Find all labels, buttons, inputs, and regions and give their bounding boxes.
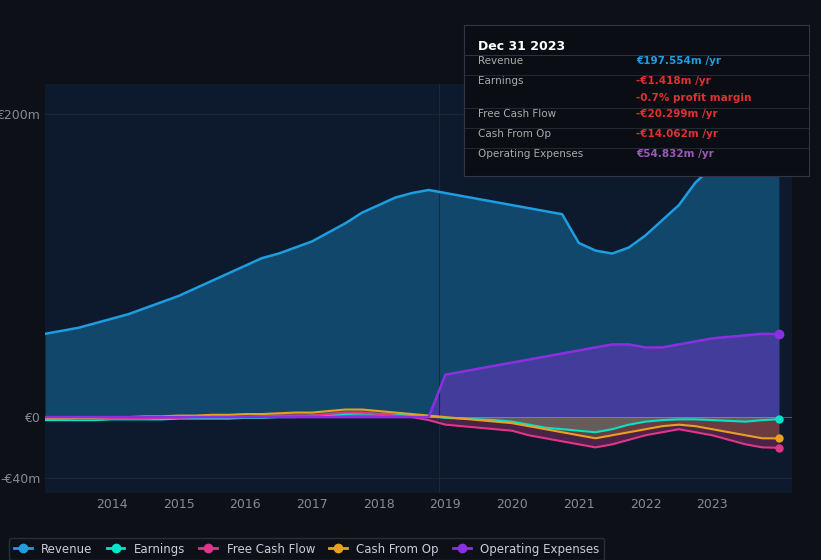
Legend: Revenue, Earnings, Free Cash Flow, Cash From Op, Operating Expenses: Revenue, Earnings, Free Cash Flow, Cash … [9, 538, 604, 560]
Text: -€14.062m /yr: -€14.062m /yr [636, 129, 718, 139]
Text: -0.7% profit margin: -0.7% profit margin [636, 93, 752, 103]
Text: Earnings: Earnings [478, 76, 523, 86]
Text: -€1.418m /yr: -€1.418m /yr [636, 76, 711, 86]
Text: Operating Expenses: Operating Expenses [478, 149, 583, 158]
Text: €197.554m /yr: €197.554m /yr [636, 57, 722, 67]
Text: Dec 31 2023: Dec 31 2023 [478, 40, 565, 53]
Text: Free Cash Flow: Free Cash Flow [478, 109, 556, 119]
Text: €54.832m /yr: €54.832m /yr [636, 149, 714, 158]
Text: -€20.299m /yr: -€20.299m /yr [636, 109, 718, 119]
Text: Cash From Op: Cash From Op [478, 129, 551, 139]
Text: Revenue: Revenue [478, 57, 523, 67]
